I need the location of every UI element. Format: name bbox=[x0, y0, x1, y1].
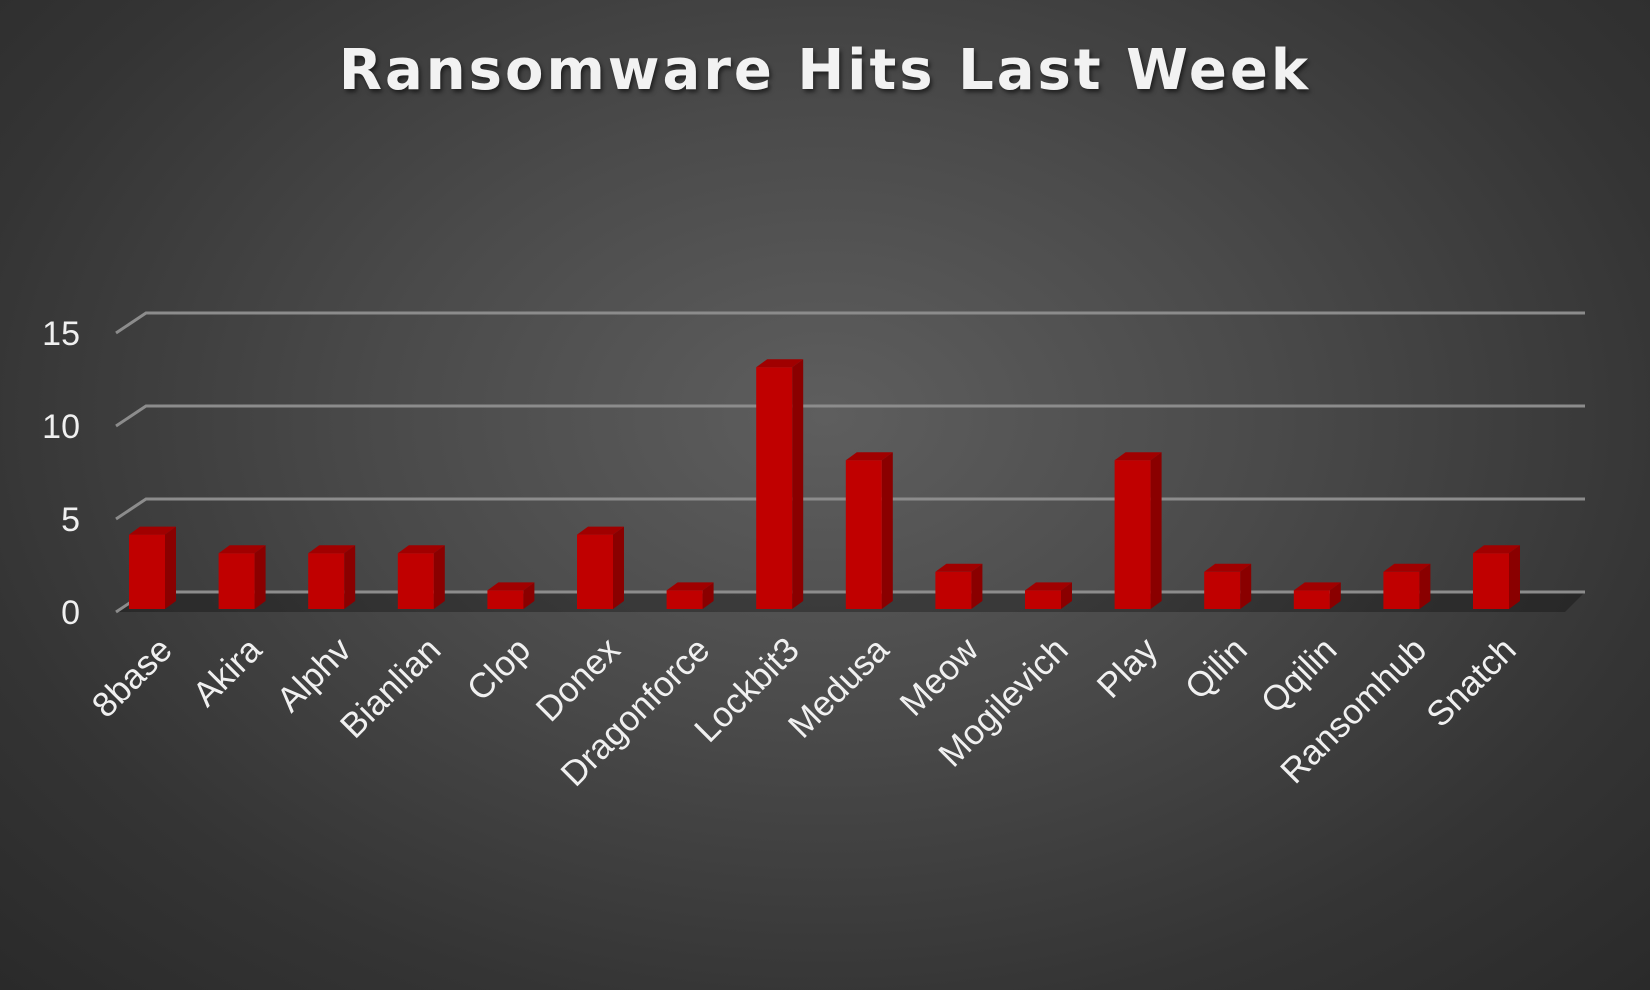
bar bbox=[756, 359, 804, 609]
bar bbox=[1293, 582, 1341, 609]
bar-top bbox=[666, 582, 714, 591]
bar-side bbox=[881, 452, 893, 609]
bar-side bbox=[792, 359, 804, 609]
y-tick-label: 0 bbox=[61, 594, 80, 632]
bar bbox=[129, 526, 176, 609]
bar-front bbox=[218, 553, 255, 609]
bar-top bbox=[1383, 563, 1431, 572]
bar bbox=[218, 545, 266, 609]
bar bbox=[1383, 563, 1431, 609]
bar-side bbox=[613, 526, 624, 609]
bar-side bbox=[523, 582, 535, 609]
bar-side bbox=[702, 582, 714, 609]
x-tick-label: Play bbox=[1090, 630, 1166, 706]
bar-top bbox=[1293, 582, 1341, 591]
x-tick-label: Akira bbox=[185, 630, 269, 714]
bar-side bbox=[433, 545, 445, 609]
bar-top bbox=[1204, 563, 1252, 572]
bar-top bbox=[129, 526, 176, 535]
x-tick-label: Medusa bbox=[781, 630, 897, 746]
bar bbox=[845, 452, 893, 609]
bar-top bbox=[577, 526, 624, 535]
bar bbox=[397, 545, 445, 609]
bar-front bbox=[935, 571, 972, 609]
x-tick-label: Qilin bbox=[1178, 630, 1255, 707]
bar-top bbox=[845, 452, 893, 461]
x-tick-label: 8base bbox=[85, 630, 180, 725]
gridline bbox=[115, 311, 1585, 335]
bar-front bbox=[845, 460, 882, 609]
bar bbox=[666, 582, 714, 609]
bar bbox=[935, 563, 983, 609]
x-tick-label: Clop bbox=[460, 630, 538, 708]
bar bbox=[1114, 452, 1162, 609]
bar-side bbox=[1150, 452, 1162, 609]
bar-top bbox=[935, 563, 983, 572]
bar bbox=[1025, 582, 1072, 609]
gridline bbox=[115, 497, 1585, 521]
bar-side bbox=[1240, 563, 1252, 609]
bar-front bbox=[756, 367, 793, 609]
gridline bbox=[115, 404, 1585, 428]
bar-front bbox=[577, 534, 613, 609]
bar-front bbox=[308, 553, 345, 609]
bar bbox=[308, 545, 356, 609]
bar-front bbox=[1293, 590, 1330, 609]
bar-front bbox=[1383, 571, 1420, 609]
bar-top bbox=[397, 545, 445, 554]
bar-top bbox=[218, 545, 266, 554]
y-tick-label: 15 bbox=[42, 315, 80, 353]
bar-side bbox=[971, 563, 983, 609]
y-tick-label: 10 bbox=[42, 408, 80, 446]
bar-front bbox=[666, 590, 703, 609]
y-tick-label: 5 bbox=[61, 501, 80, 539]
bar-side bbox=[1329, 582, 1341, 609]
bar-front bbox=[487, 590, 524, 609]
bar-front bbox=[1114, 460, 1151, 609]
bar-side bbox=[1419, 563, 1431, 609]
bar-front bbox=[397, 553, 434, 609]
bar-side bbox=[344, 545, 356, 609]
bar-front bbox=[1473, 553, 1509, 609]
bar-side bbox=[1509, 545, 1520, 609]
bar bbox=[1204, 563, 1252, 609]
x-tick-label: Snatch bbox=[1419, 630, 1524, 735]
bar-side bbox=[165, 526, 176, 609]
bar-side bbox=[1061, 582, 1072, 609]
bar-top bbox=[487, 582, 535, 591]
bar-side bbox=[254, 545, 266, 609]
bar-top bbox=[308, 545, 356, 554]
bar-top bbox=[756, 359, 804, 368]
bar-top bbox=[1114, 452, 1162, 461]
bar-front bbox=[1204, 571, 1241, 609]
bar bbox=[487, 582, 535, 609]
bar bbox=[1473, 545, 1520, 609]
bar-front bbox=[129, 534, 165, 609]
bar-front bbox=[1025, 590, 1061, 609]
bar-top bbox=[1473, 545, 1520, 554]
chart-title: Ransomware Hits Last Week bbox=[338, 38, 1312, 103]
bar bbox=[577, 526, 624, 609]
x-tick-label: Bianlian bbox=[333, 630, 449, 746]
bar-top bbox=[1025, 582, 1072, 591]
